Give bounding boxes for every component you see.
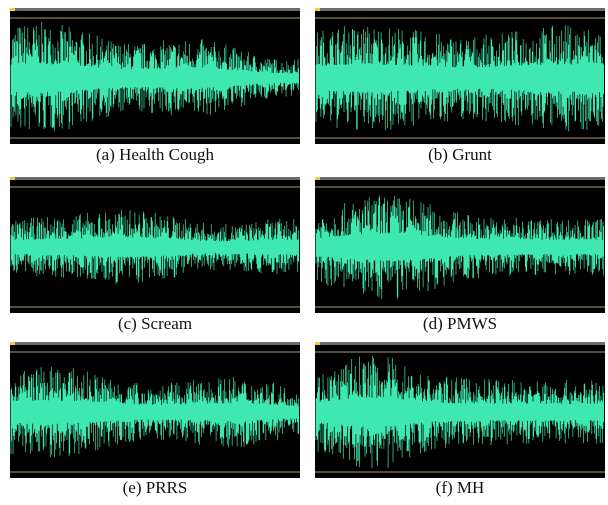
panel-top-bar — [315, 342, 605, 345]
panel-top-bar — [315, 177, 605, 180]
panel-marker — [315, 177, 320, 180]
figure: (a) Health Cough (b) Grunt (c) Scream (d) P… — [0, 0, 608, 505]
waveform-panel — [315, 177, 605, 313]
waveform-panel — [315, 342, 605, 478]
panel-marker — [10, 8, 15, 11]
panel-top-bar — [10, 8, 300, 11]
panel-caption: (b) Grunt — [428, 145, 492, 164]
panel-top-bar — [10, 342, 300, 345]
waveform-panel — [10, 177, 300, 313]
panel-caption: (c) Scream — [118, 314, 192, 333]
panel-caption: (e) PRRS — [123, 478, 188, 497]
panel-marker — [10, 177, 15, 180]
panel-top-bar — [315, 8, 605, 11]
panel-marker — [315, 8, 320, 11]
panel-caption: (f) MH — [436, 478, 485, 497]
waveform-panel — [10, 8, 300, 144]
panel-marker — [10, 342, 15, 345]
panel-caption: (d) PMWS — [423, 314, 497, 333]
panel-marker — [315, 342, 320, 345]
panel-top-bar — [10, 177, 300, 180]
waveform-panel — [10, 342, 300, 478]
waveform-panel — [315, 8, 605, 144]
panel-caption: (a) Health Cough — [96, 145, 215, 164]
